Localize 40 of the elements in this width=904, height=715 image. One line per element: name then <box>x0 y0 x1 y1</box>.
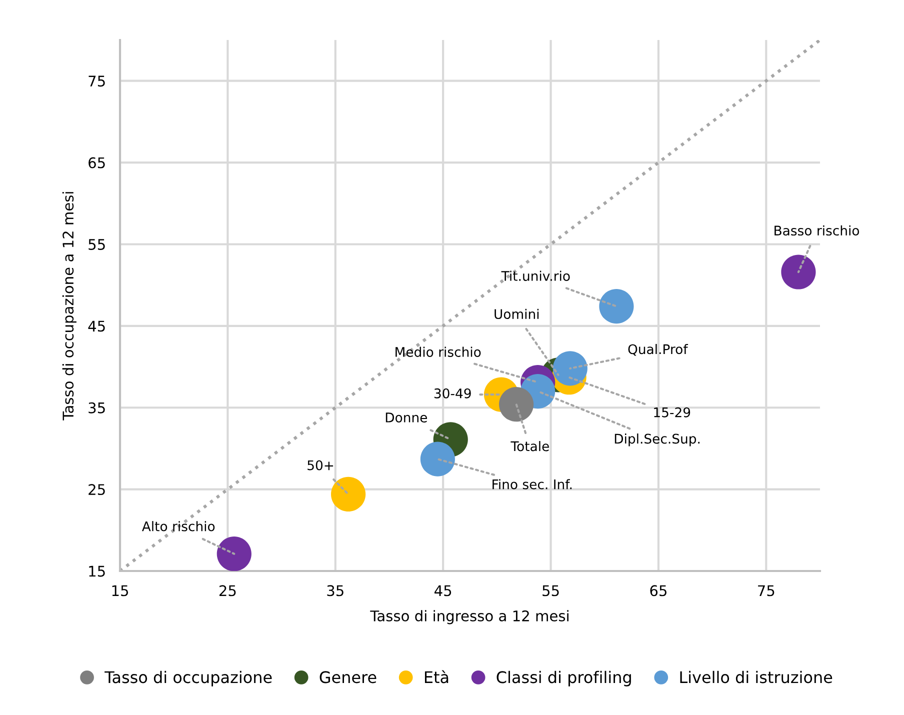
point <box>420 442 455 476</box>
y-axis-title: Tasso di occupazione a 12 mesi <box>62 192 76 420</box>
legend-label: Genere <box>320 671 376 684</box>
x-tick-label: 35 <box>327 585 344 596</box>
point <box>781 254 816 290</box>
annotation: Qual.Prof <box>628 344 688 356</box>
point <box>599 289 634 324</box>
annotation: Basso rischio <box>774 225 860 236</box>
x-tick-label: 45 <box>434 585 452 596</box>
annotation: Alto rischio <box>142 521 215 532</box>
x-axis-title: Tasso di ingresso a 12 mesi <box>370 610 568 624</box>
legend-label: Tasso di occupazione <box>104 670 272 686</box>
y-tick-label: 65 <box>88 157 105 168</box>
annotation: 15-29 <box>654 407 690 418</box>
legend-label: Livello di istruzione <box>680 670 832 684</box>
annotation: Medio rischio <box>396 346 481 357</box>
annotation: 50+ <box>308 460 334 470</box>
x-tick-label: 65 <box>650 585 666 596</box>
legend-label: Classi di profiling <box>496 670 631 686</box>
annotation: Dipl.Sec.Sup. <box>614 434 700 446</box>
x-tick-label: 75 <box>758 585 774 596</box>
legend-label: Età <box>424 670 448 684</box>
annotation: Tit.univ.rio <box>501 270 570 281</box>
y-tick-label: 35 <box>88 402 105 414</box>
y-tick-label: 15 <box>89 566 105 577</box>
point <box>331 476 366 512</box>
x-tick-label: 25 <box>219 585 236 596</box>
y-tick-label: 45 <box>88 320 105 332</box>
annotation: Donne <box>386 412 428 422</box>
x-tick-label: 15 <box>112 585 128 596</box>
y-tick-label: 55 <box>88 239 105 250</box>
x-tick-label: 55 <box>542 585 559 596</box>
point <box>499 387 534 422</box>
annotation: Uomini <box>494 308 539 320</box>
y-tick-label: 25 <box>88 484 105 496</box>
annotation: Totale <box>510 441 549 452</box>
annotation: 30-49 <box>434 388 471 398</box>
y-tick-label: 75 <box>88 76 105 87</box>
point <box>216 536 252 571</box>
annotation: Fino sec. Inf. <box>492 479 572 490</box>
